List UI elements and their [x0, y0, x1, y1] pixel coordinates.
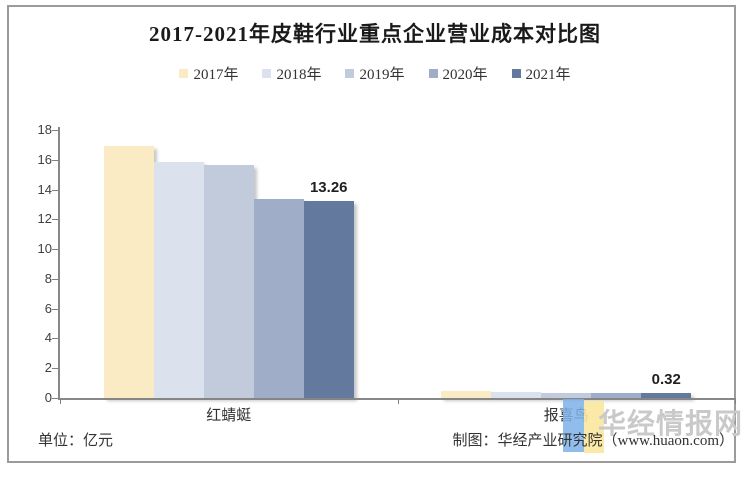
legend-label: 2018年: [276, 67, 322, 83]
legend-swatch-icon: [262, 69, 272, 78]
legend-label: 2019年: [359, 67, 405, 83]
bar-2021年-报喜鸟: [641, 393, 692, 398]
y-tick-mark: [52, 159, 58, 161]
y-tick-label: 10: [37, 241, 52, 257]
unit-note: 单位：亿元: [38, 433, 114, 449]
y-tick-mark: [52, 368, 58, 370]
y-tick-label: 8: [44, 270, 52, 286]
bar-value-label: 13.26: [309, 178, 348, 196]
legend-label: 2021年: [525, 67, 571, 83]
legend-label: 2017年: [193, 67, 239, 83]
x-category-label: 红蜻蜓: [206, 408, 252, 424]
bar-2020年-红蜻蜓: [253, 199, 304, 398]
bar-2017年-报喜鸟: [441, 391, 492, 398]
legend-swatch-icon: [345, 69, 355, 78]
chart-legend: 2017年 2018年 2019年 2020年 2021年: [0, 63, 750, 84]
y-tick-label: 6: [44, 300, 52, 316]
y-tick-label: 0: [44, 390, 52, 405]
watermark-text: 华经情报网: [598, 408, 744, 439]
legend-swatch-icon: [428, 69, 438, 78]
bar-value-label: 0.32: [651, 371, 681, 389]
legend-item-2017年: 2017年: [179, 63, 238, 84]
bar-2018年-报喜鸟: [491, 392, 542, 398]
bar-2019年-红蜻蜓: [203, 164, 254, 398]
y-tick-label: 18: [37, 122, 52, 137]
y-tick-mark: [52, 219, 58, 221]
y-tick-mark: [52, 249, 58, 251]
legend-item-2018年: 2018年: [262, 63, 321, 84]
y-tick-mark: [52, 398, 58, 399]
legend-swatch-icon: [179, 69, 189, 78]
y-tick-mark: [52, 189, 58, 191]
y-tick-label: 16: [37, 151, 52, 167]
bar-2018年-红蜻蜓: [153, 162, 204, 398]
legend-item-2019年: 2019年: [345, 63, 405, 84]
bar-2021年-红蜻蜓: [303, 200, 354, 398]
bar-2017年-红蜻蜓: [103, 146, 154, 398]
legend-label: 2020年: [442, 67, 488, 83]
x-tick-mark: [397, 399, 399, 404]
watermark-logo-blue-stripe: [563, 399, 584, 452]
x-axis-line: [58, 398, 736, 400]
y-axis-line: [58, 127, 60, 400]
bar-2019年-报喜鸟: [541, 392, 592, 398]
legend-item-2020年: 2020年: [428, 63, 488, 84]
y-tick-mark: [52, 130, 58, 131]
y-tick-mark: [52, 338, 58, 340]
watermark-logo-yellow-stripe: [584, 401, 604, 453]
y-tick-mark: [52, 308, 58, 310]
x-tick-mark: [60, 399, 61, 404]
y-tick-mark: [52, 278, 58, 280]
y-tick-label: 12: [37, 211, 52, 227]
x-tick-mark: [735, 399, 736, 404]
y-tick-label: 14: [37, 181, 52, 197]
y-tick-label: 4: [44, 330, 52, 346]
legend-swatch-icon: [511, 69, 521, 78]
bar-2020年-报喜鸟: [591, 392, 642, 398]
chart-title: 2017-2021年皮鞋行业重点企业营业成本对比图: [149, 22, 601, 46]
legend-item-2021年: 2021年: [511, 63, 571, 84]
y-tick-label: 2: [44, 360, 52, 376]
source-note: 制图：华经产业研究院（www.huaon.com）: [452, 433, 734, 449]
